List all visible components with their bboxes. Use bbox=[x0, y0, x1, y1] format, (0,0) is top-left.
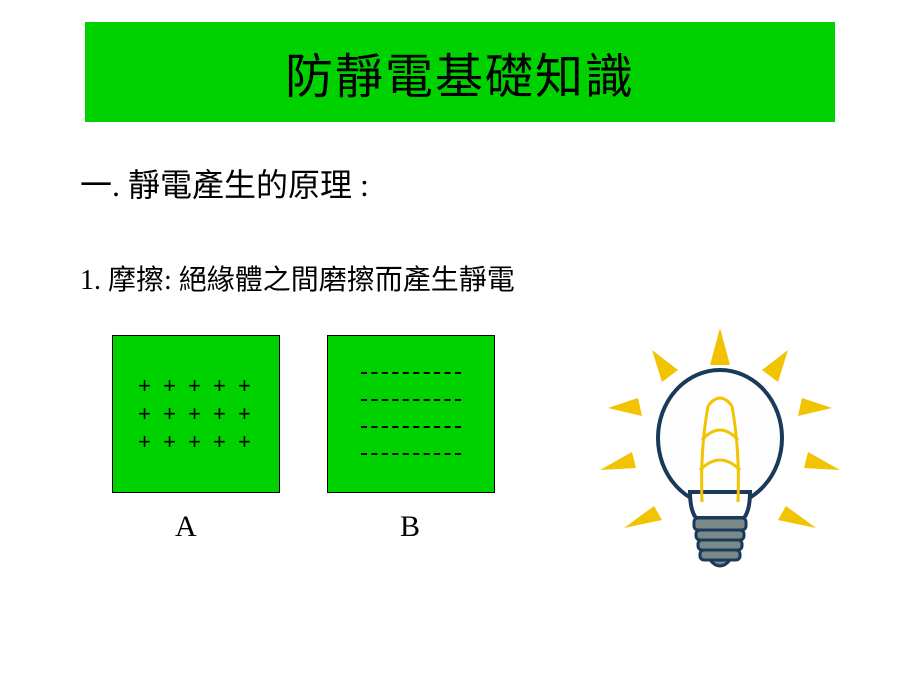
plus-row: + + + + + bbox=[138, 431, 254, 453]
minus-row bbox=[361, 453, 461, 456]
lightbulb-icon bbox=[590, 320, 850, 580]
title-bar: 防靜電基礎知識 bbox=[85, 22, 835, 122]
minus-row bbox=[361, 426, 461, 429]
minus-row bbox=[361, 399, 461, 402]
minus-row bbox=[361, 372, 461, 375]
square-a: + + + + + + + + + + + + + + + bbox=[112, 335, 280, 493]
square-b bbox=[327, 335, 495, 493]
plus-row: + + + + + bbox=[138, 403, 254, 425]
plus-row: + + + + + bbox=[138, 375, 254, 397]
body-text: 1. 摩擦: 絕緣體之間磨擦而產生靜電 bbox=[80, 258, 515, 298]
label-b: B bbox=[400, 510, 420, 544]
label-a: A bbox=[175, 510, 197, 544]
page-title: 防靜電基礎知識 bbox=[285, 37, 635, 107]
section-heading: 一. 靜電產生的原理 : bbox=[80, 160, 369, 206]
